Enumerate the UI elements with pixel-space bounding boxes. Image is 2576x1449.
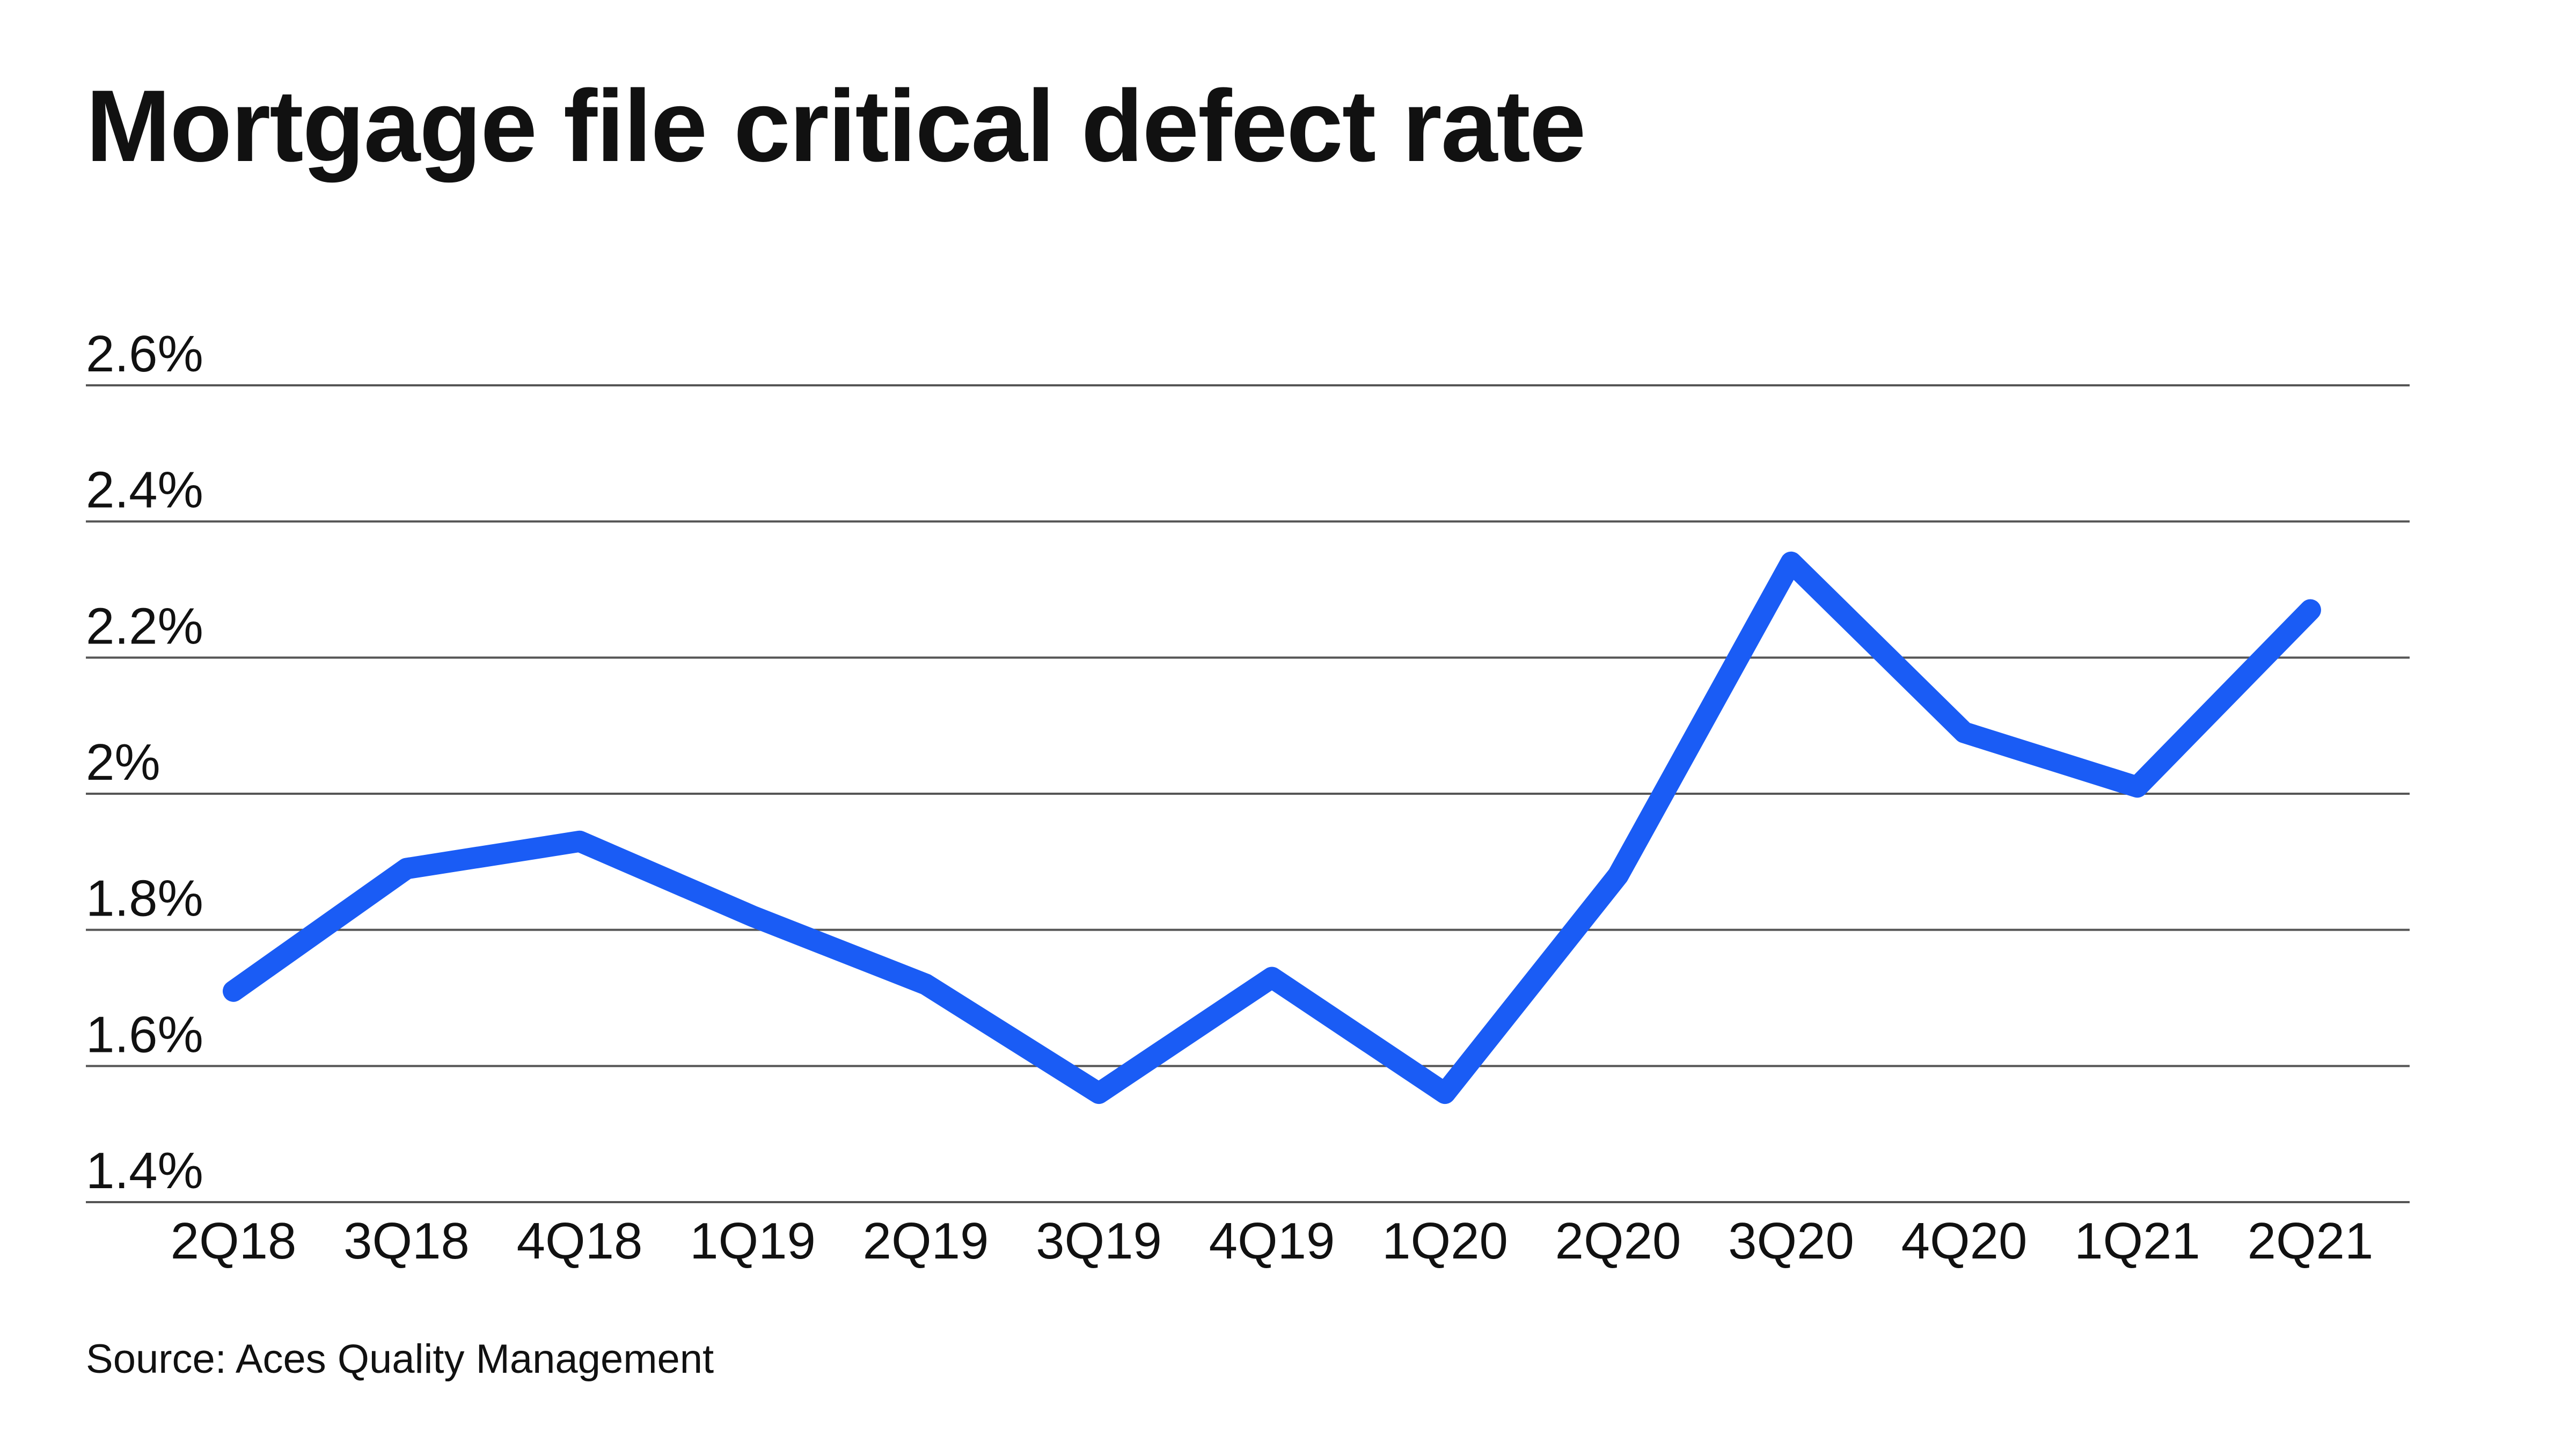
grid-lines <box>86 384 2410 1203</box>
x-tick-label: 2Q20 <box>1555 1212 1681 1270</box>
source-note: Source: Aces Quality Management <box>86 1336 714 1382</box>
x-tick-label: 1Q21 <box>2074 1212 2200 1270</box>
x-tick-label: 4Q19 <box>1209 1212 1335 1270</box>
y-tick-label: 1.6% <box>86 1006 203 1063</box>
y-tick-label: 2.4% <box>86 462 203 519</box>
y-tick-label: 2% <box>86 734 160 791</box>
x-axis-tick-labels: 2Q18 3Q18 4Q18 1Q19 2Q19 3Q19 4Q19 1Q20 2Q20 3Q20… <box>171 1212 2374 1270</box>
x-tick-label: 4Q20 <box>1901 1212 2028 1270</box>
x-tick-label: 2Q19 <box>863 1212 989 1270</box>
y-tick-label: 1.4% <box>86 1142 203 1199</box>
y-tick-label: 2.2% <box>86 597 203 655</box>
y-tick-label: 1.8% <box>86 870 203 927</box>
y-tick-label: 2.6% <box>86 325 203 383</box>
x-tick-label: 3Q20 <box>1728 1212 1854 1270</box>
x-tick-label: 2Q18 <box>171 1212 297 1270</box>
x-tick-label: 4Q18 <box>517 1212 643 1270</box>
x-tick-label: 1Q20 <box>1382 1212 1508 1270</box>
x-tick-label: 3Q18 <box>343 1212 470 1270</box>
x-tick-label: 2Q21 <box>2248 1212 2374 1270</box>
series-line-0 <box>223 551 2321 1104</box>
x-tick-label: 3Q19 <box>1036 1212 1162 1270</box>
series-lines <box>223 551 2321 1104</box>
x-tick-label: 1Q19 <box>690 1212 816 1270</box>
y-axis-tick-labels: 1.4% 1.6% 1.8% 2% 2.2% 2.4% 2.6% <box>86 325 203 1199</box>
chart-title: Mortgage file critical defect rate <box>86 69 1586 183</box>
